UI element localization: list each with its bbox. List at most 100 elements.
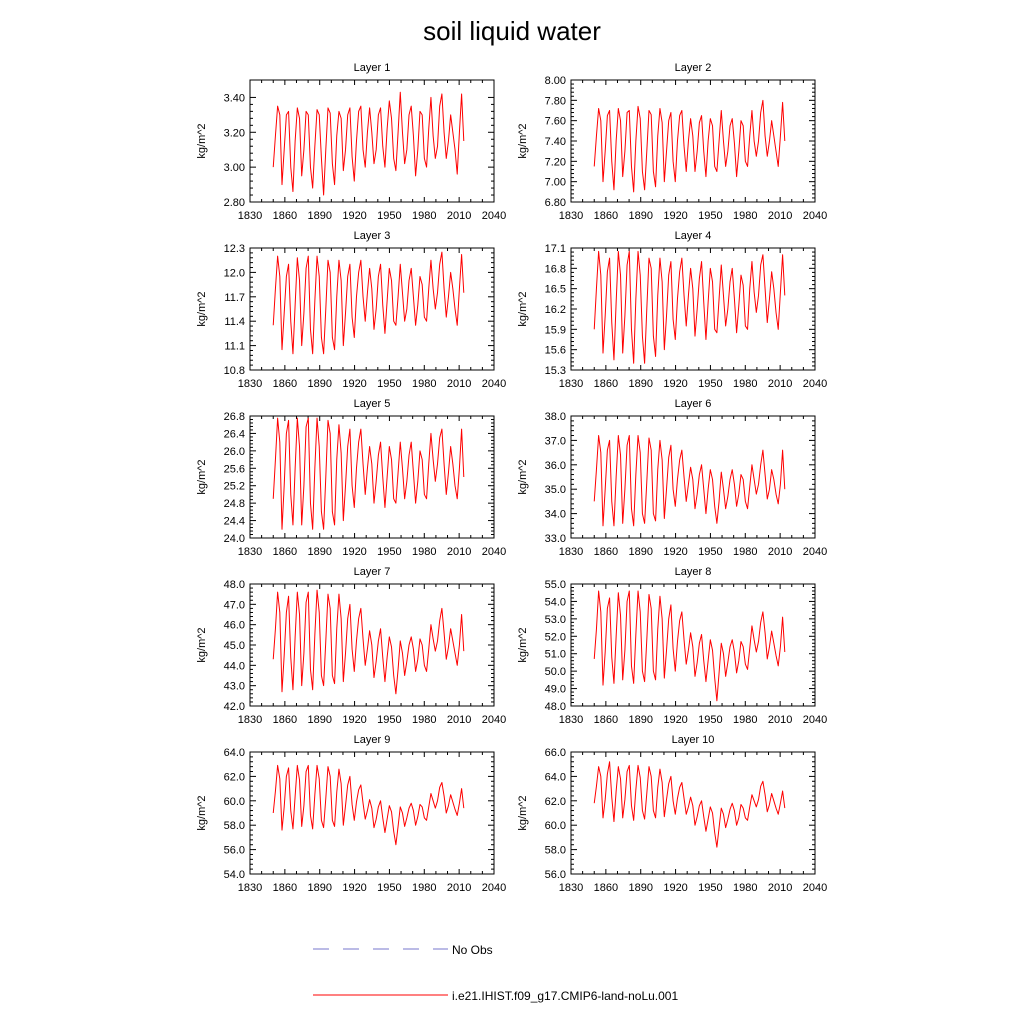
x-tick-label: 1950	[698, 210, 722, 222]
x-tick-label: 1890	[307, 882, 331, 894]
y-tick-label: 58.0	[545, 845, 566, 857]
x-tick-label: 1920	[342, 882, 366, 894]
panel-layer-8: Layer 8 kg/m^2 1830 1860 1890 1920 1950 1980 201…	[517, 566, 827, 726]
x-tick-label: 1920	[663, 210, 687, 222]
legend-label-no-obs: No Obs	[452, 943, 493, 957]
panel-title: Layer 4	[675, 230, 712, 242]
panel-layer-2: Layer 2 kg/m^2 1830 1860 1890 1920 1950 1980 201…	[517, 62, 827, 222]
x-tick-label: 2010	[768, 882, 792, 894]
y-tick-label: 24.8	[224, 498, 245, 510]
y-tick-label: 16.2	[545, 304, 566, 316]
panel-layer-5: Layer 5 kg/m^2 1830 1860 1890 1920 1950 1980 201…	[196, 398, 506, 558]
panel-title: Layer 10	[672, 734, 715, 746]
y-tick-label: 54.0	[224, 869, 245, 881]
x-tick-label: 1890	[307, 210, 331, 222]
x-tick-label: 1980	[733, 378, 757, 390]
y-axis-label: kg/m^2	[517, 627, 529, 662]
x-tick-label: 1890	[628, 546, 652, 558]
x-tick-label: 1860	[594, 546, 618, 558]
x-tick-label: 1860	[594, 714, 618, 726]
y-tick-label: 15.6	[545, 345, 566, 357]
y-tick-label: 55.0	[545, 579, 566, 591]
x-tick-label: 1920	[342, 378, 366, 390]
panel-layer-10: Layer 10 kg/m^2 1830 1860 1890 1920 1950 1980 20…	[517, 734, 827, 894]
series-line	[272, 764, 465, 846]
y-tick-label: 7.80	[545, 95, 566, 107]
y-tick-label: 10.8	[224, 365, 245, 377]
y-tick-label: 60.0	[545, 820, 566, 832]
y-tick-label: 8.00	[545, 75, 566, 87]
y-tick-label: 11.1	[224, 341, 245, 353]
x-tick-label: 1980	[412, 546, 436, 558]
panel-title: Layer 9	[354, 734, 391, 746]
y-tick-label: 12.0	[224, 267, 245, 279]
x-tick-label: 1830	[559, 378, 583, 390]
x-tick-label: 2010	[447, 714, 471, 726]
y-tick-label: 47.0	[224, 599, 245, 611]
x-tick-label: 1950	[377, 882, 401, 894]
y-tick-label: 12.3	[224, 243, 245, 255]
panel-layer-9: Layer 9 kg/m^2 1830 1860 1890 1920 1950 1980 201…	[196, 734, 506, 894]
x-tick-label: 1980	[412, 714, 436, 726]
series-line	[593, 250, 786, 364]
y-tick-label: 24.0	[224, 533, 245, 545]
x-tick-label: 2040	[482, 714, 506, 726]
y-tick-label: 64.0	[224, 747, 245, 759]
x-tick-label: 1830	[238, 714, 262, 726]
x-tick-label: 1980	[733, 714, 757, 726]
y-tick-label: 66.0	[545, 747, 566, 759]
y-tick-label: 25.6	[224, 463, 245, 475]
chart-title: soil liquid water	[423, 16, 601, 46]
y-tick-label: 25.2	[224, 481, 245, 493]
x-tick-label: 2010	[447, 882, 471, 894]
y-tick-label: 46.0	[224, 620, 245, 632]
x-tick-label: 1950	[698, 546, 722, 558]
y-tick-label: 16.5	[545, 284, 566, 296]
x-tick-label: 1980	[412, 882, 436, 894]
y-tick-label: 16.8	[545, 263, 566, 275]
panel-title: Layer 5	[354, 398, 391, 410]
x-tick-label: 1890	[307, 378, 331, 390]
panel-layer-7: Layer 7 kg/m^2 1830 1860 1890 1920 1950 1980 201…	[196, 566, 506, 726]
y-axis-label: kg/m^2	[196, 795, 208, 830]
y-tick-label: 26.4	[224, 428, 245, 440]
y-tick-label: 50.0	[545, 666, 566, 678]
y-axis-label: kg/m^2	[517, 291, 529, 326]
y-tick-label: 44.0	[224, 660, 245, 672]
y-tick-label: 26.0	[224, 446, 245, 458]
x-tick-label: 1950	[377, 378, 401, 390]
x-tick-label: 2040	[482, 546, 506, 558]
x-tick-label: 1830	[559, 714, 583, 726]
x-tick-label: 2040	[803, 714, 827, 726]
x-tick-label: 1950	[377, 210, 401, 222]
x-tick-label: 1830	[559, 546, 583, 558]
y-tick-label: 60.0	[224, 796, 245, 808]
x-tick-label: 1920	[342, 210, 366, 222]
x-tick-label: 1890	[628, 210, 652, 222]
y-axis-label: kg/m^2	[517, 459, 529, 494]
x-tick-label: 2040	[803, 378, 827, 390]
x-tick-label: 1890	[307, 546, 331, 558]
y-tick-label: 15.3	[545, 365, 566, 377]
legend-item-model-run: i.e21.IHIST.f09_g17.CMIP6-land-noLu.001	[313, 989, 678, 1003]
x-tick-label: 1920	[663, 378, 687, 390]
y-tick-label: 56.0	[224, 845, 245, 857]
x-tick-label: 1860	[594, 882, 618, 894]
x-tick-label: 1830	[559, 882, 583, 894]
x-tick-label: 2010	[768, 210, 792, 222]
panel-title: Layer 3	[354, 230, 391, 242]
legend: No Obs i.e21.IHIST.f09_g17.CMIP6-land-no…	[313, 943, 678, 1003]
x-tick-label: 2010	[447, 210, 471, 222]
plot-frame	[249, 415, 495, 539]
y-tick-label: 33.0	[545, 533, 566, 545]
x-tick-label: 1980	[412, 378, 436, 390]
x-tick-label: 1950	[377, 714, 401, 726]
y-tick-label: 64.0	[545, 771, 566, 783]
x-tick-label: 2010	[447, 378, 471, 390]
plot-frame	[570, 247, 816, 371]
plot-frame	[570, 751, 816, 875]
y-axis-label: kg/m^2	[196, 459, 208, 494]
x-tick-label: 2010	[447, 546, 471, 558]
series-line	[593, 590, 786, 702]
